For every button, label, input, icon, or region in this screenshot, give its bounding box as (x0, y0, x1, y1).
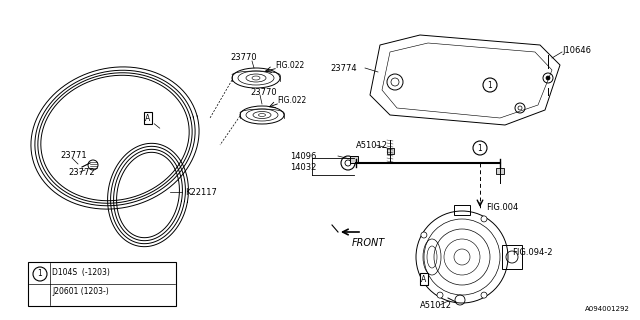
Text: D104S  (-1203): D104S (-1203) (52, 268, 110, 277)
Circle shape (481, 216, 487, 222)
Text: 14032: 14032 (290, 163, 316, 172)
Text: 14096: 14096 (290, 151, 316, 161)
Text: 23770: 23770 (250, 87, 276, 97)
Circle shape (421, 232, 427, 238)
Text: A094001292: A094001292 (585, 306, 630, 312)
Text: 1: 1 (488, 81, 492, 90)
Bar (387, 148, 394, 154)
Text: FIG.022: FIG.022 (275, 60, 304, 69)
Text: 1: 1 (477, 143, 483, 153)
Bar (28, 262, 176, 306)
Ellipse shape (252, 76, 260, 80)
Text: 23771: 23771 (60, 150, 86, 159)
Text: K22117: K22117 (185, 188, 217, 196)
Text: A: A (145, 114, 150, 123)
Circle shape (437, 292, 443, 298)
Text: FRONT: FRONT (352, 238, 385, 248)
Text: A51012: A51012 (420, 300, 452, 309)
Circle shape (481, 292, 487, 298)
Text: FIG.004: FIG.004 (486, 203, 518, 212)
Text: 23770: 23770 (230, 52, 257, 61)
Text: 23772: 23772 (68, 167, 95, 177)
Text: FIG.022: FIG.022 (277, 95, 307, 105)
Bar (350, 156, 358, 163)
Text: J10646: J10646 (562, 45, 591, 54)
Text: J20601 (1203-): J20601 (1203-) (52, 287, 109, 297)
Text: A51012: A51012 (356, 140, 388, 149)
Text: A: A (421, 275, 427, 284)
Bar (502, 245, 522, 269)
Bar (454, 205, 470, 215)
Text: FIG.094-2: FIG.094-2 (512, 247, 552, 257)
Text: 23774: 23774 (330, 63, 356, 73)
Circle shape (546, 76, 550, 80)
Text: 1: 1 (38, 269, 42, 278)
Bar (496, 168, 504, 174)
Ellipse shape (259, 114, 266, 116)
